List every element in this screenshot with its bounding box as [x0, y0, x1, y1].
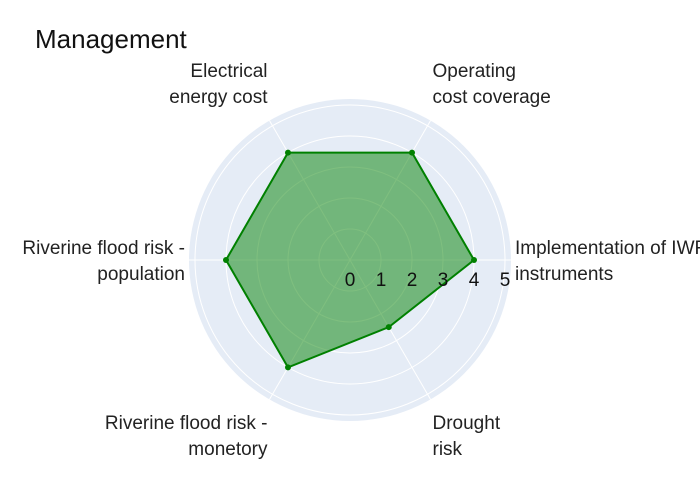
axis-label: Electrical energy cost — [169, 61, 268, 108]
data-series — [223, 149, 477, 371]
axis-label-line: energy cost — [169, 87, 268, 108]
axis-label: Riverine flood risk - population — [22, 238, 185, 285]
axis-label-line: Electrical — [190, 61, 267, 82]
radial-tick-label: 1 — [376, 270, 387, 291]
axis-label-line: Operating — [433, 61, 516, 82]
data-point — [223, 257, 229, 263]
axis-label: Implementation of IWRM instruments — [515, 238, 700, 285]
data-point — [409, 149, 415, 156]
axis-label: Drought risk — [433, 413, 501, 460]
data-point — [385, 324, 392, 331]
axis-label-line: Riverine flood risk - — [105, 413, 268, 434]
radial-tick-label: 2 — [407, 270, 418, 291]
axis-label-line: monetory — [188, 439, 268, 460]
axis-label-line: cost coverage — [433, 87, 551, 108]
data-point — [471, 257, 477, 263]
data-point — [285, 149, 291, 156]
axis-label: Operating cost coverage — [433, 61, 551, 108]
axis-label-line: instruments — [515, 264, 613, 285]
radial-tick-label: 3 — [438, 270, 449, 291]
axis-label-line: population — [97, 264, 185, 285]
axis-labels: Implementation of IWRM instruments Operati… — [22, 61, 700, 460]
axis-label-line: Implementation of IWRM — [515, 238, 700, 259]
axis-label-line: Riverine flood risk - — [22, 238, 185, 259]
axis-label-line: Drought — [433, 413, 501, 434]
radial-tick-label: 0 — [345, 270, 356, 291]
data-point — [285, 364, 291, 371]
chart-title: Management — [35, 24, 187, 54]
axis-label-line: risk — [433, 439, 463, 460]
axis-label: Riverine flood risk - monetory — [105, 413, 268, 460]
radial-tick-label: 4 — [469, 270, 480, 291]
radial-tick-label: 5 — [500, 270, 511, 291]
